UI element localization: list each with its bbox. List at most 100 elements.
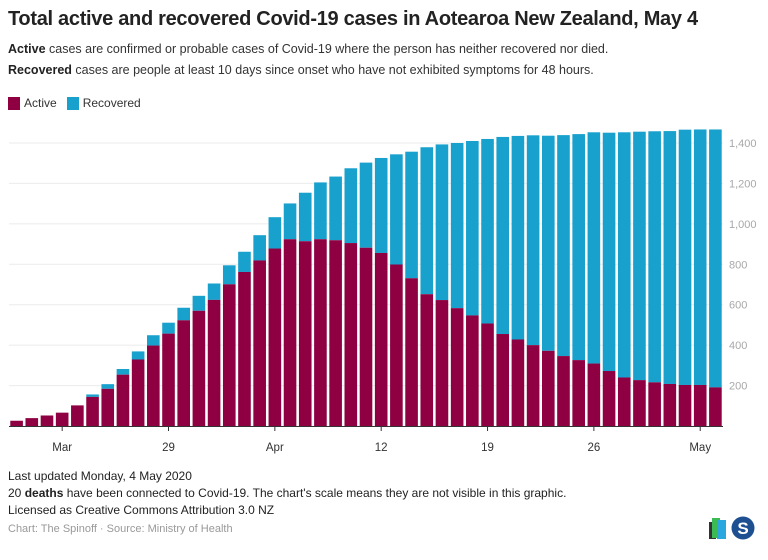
bar-active <box>693 384 707 426</box>
bar-recovered <box>147 335 160 346</box>
subtitle-active-term: Active <box>8 42 46 56</box>
bar-active <box>557 356 570 426</box>
bar-active <box>101 388 115 426</box>
bar-recovered <box>617 132 631 378</box>
y-tick-label: 200 <box>729 381 747 393</box>
bar-recovered <box>374 157 388 253</box>
bar-recovered <box>390 154 403 265</box>
bar-active <box>374 252 388 426</box>
bar-recovered <box>693 129 707 385</box>
bar-recovered <box>450 143 464 309</box>
bar-recovered <box>268 217 282 249</box>
y-tick-label: 800 <box>729 259 747 271</box>
bar-active <box>526 345 540 426</box>
bar-active <box>633 380 646 426</box>
deaths-count: 20 <box>8 486 25 500</box>
bar-recovered <box>192 295 206 311</box>
bar-active <box>663 383 677 426</box>
bar-recovered <box>541 135 555 351</box>
bar-active <box>162 333 175 426</box>
bar-recovered <box>405 151 418 279</box>
bar-active <box>450 308 464 426</box>
bar-recovered <box>253 235 266 261</box>
bar-recovered <box>572 134 585 361</box>
x-tick-label: 29 <box>162 442 175 454</box>
subtitle-recovered-desc: cases are people at least 10 days since … <box>71 63 594 77</box>
bar-active <box>648 382 661 426</box>
bar-active <box>298 241 312 426</box>
bar-active <box>10 420 23 426</box>
bar-active <box>587 363 601 426</box>
bar-recovered <box>86 394 99 397</box>
last-updated: Last updated Monday, 4 May 2020 <box>8 469 192 483</box>
bar-active <box>359 247 373 426</box>
x-tick-label: Mar <box>52 442 72 454</box>
bar-recovered <box>648 131 661 383</box>
bar-active <box>466 315 479 426</box>
stacked-bar-chart: 200 400 600 800 1,000 1,200 1,400 Mar 29 Apr 12 19 2… <box>9 129 757 454</box>
bar-recovered <box>177 307 191 321</box>
x-tick-label: 12 <box>375 442 388 454</box>
bar-recovered <box>207 283 221 300</box>
bar-active <box>329 240 342 426</box>
bar-active <box>40 415 54 426</box>
datawrapper-style-icon <box>709 518 726 539</box>
bar-active <box>55 412 69 426</box>
svg-text:S: S <box>737 519 748 538</box>
bar-active <box>314 239 327 426</box>
legend-swatch-recovered <box>66 96 79 110</box>
bar-recovered <box>587 132 601 364</box>
y-tick-label: 1,400 <box>729 138 757 150</box>
bar-active <box>496 334 510 426</box>
bar-recovered <box>359 162 373 248</box>
bar-active <box>222 284 236 426</box>
bar-active <box>678 384 692 426</box>
bar-active <box>283 239 297 426</box>
bar-recovered <box>557 135 570 357</box>
bar-active <box>481 323 494 426</box>
bar-active <box>435 300 449 426</box>
bar-recovered <box>663 131 677 384</box>
bar-recovered <box>526 135 540 346</box>
bar-active <box>25 418 39 426</box>
bar-recovered <box>222 265 236 285</box>
legend: Active Recovered <box>8 96 151 110</box>
bar-recovered <box>344 168 358 244</box>
bar-active <box>541 350 555 426</box>
bar-recovered <box>709 129 722 388</box>
legend-label-recovered: Recovered <box>82 96 141 110</box>
y-tick-label: 1,000 <box>729 219 757 231</box>
subtitle-active-desc: cases are confirmed or probable cases of… <box>45 42 609 56</box>
bar-active <box>420 294 434 426</box>
bar-active <box>602 371 616 426</box>
bar-active <box>116 374 130 426</box>
bar-active <box>207 299 221 426</box>
x-tick-label: 19 <box>481 442 494 454</box>
bar-active <box>131 359 145 426</box>
logos: S <box>708 516 755 540</box>
subtitle-recovered: Recovered cases are people at least 10 d… <box>8 63 594 77</box>
spinoff-s-logo: S <box>731 516 755 540</box>
bar-recovered <box>131 351 145 360</box>
y-tick-label: 1,200 <box>729 178 757 190</box>
bar-active <box>177 320 191 426</box>
legend-label-active: Active <box>24 96 57 110</box>
bar-active <box>192 310 206 426</box>
bar-active <box>147 345 160 426</box>
bar-active <box>617 377 631 426</box>
bar-recovered <box>238 251 251 272</box>
bar-recovered <box>678 129 692 385</box>
y-tick-label: 400 <box>729 340 747 352</box>
deaths-note: 20 deaths have been connected to Covid-1… <box>8 486 566 500</box>
deaths-desc: have been connected to Covid-19. The cha… <box>63 486 567 500</box>
bar-recovered <box>116 368 130 375</box>
bar-active <box>253 260 266 426</box>
bar-recovered <box>162 322 175 334</box>
chart-credit: Chart: The Spinoff · Source: Ministry of… <box>8 523 233 535</box>
x-tick-label: May <box>689 442 711 454</box>
bar-active <box>511 339 525 426</box>
bar-active <box>405 278 418 426</box>
bar-recovered <box>435 144 449 301</box>
bar-recovered <box>298 192 312 242</box>
bar-active <box>268 248 282 426</box>
